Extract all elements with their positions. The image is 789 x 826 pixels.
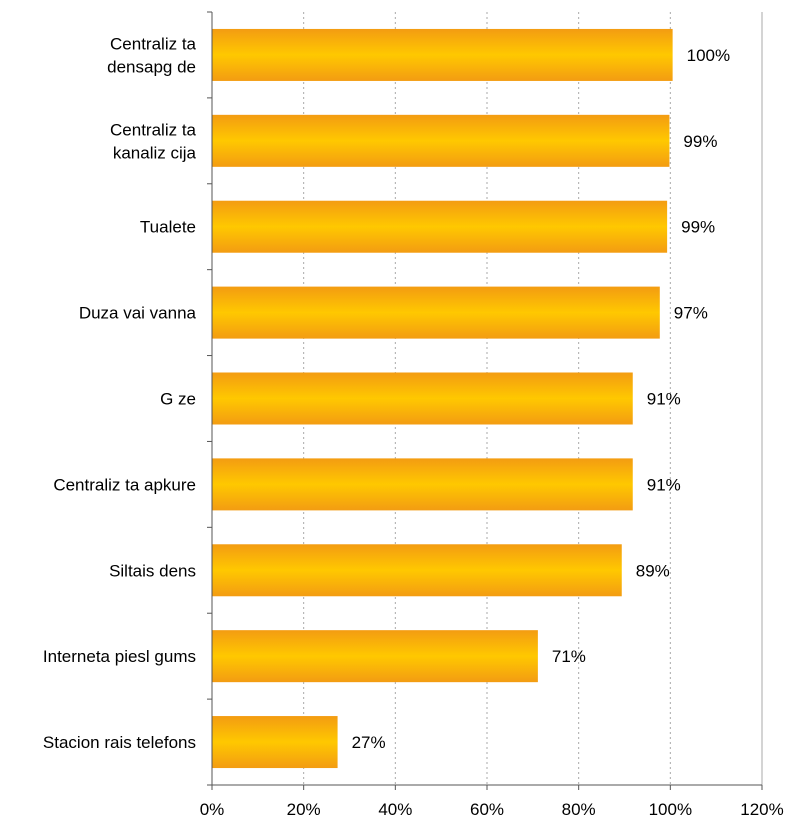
value-labels: 100% 99% 99% 97% 91% 91% 89% 71% 27% — [352, 46, 731, 752]
value-label-8: 71% — [552, 647, 586, 666]
bar-7 — [212, 544, 622, 597]
category-label-line: Centraliz ta — [110, 34, 197, 53]
x-tick-labels: 0% 20% 40% 60% 80% 100% 120% — [200, 800, 784, 819]
category-label-line: Centraliz ta apkure — [53, 475, 196, 494]
category-label-7: Siltais dens — [109, 561, 196, 580]
value-label-2: 99% — [683, 132, 717, 151]
category-label-line: G ze — [160, 390, 196, 409]
category-label-6: Centraliz ta apkure — [53, 475, 196, 494]
bar-6 — [212, 458, 633, 511]
category-label-5: G ze — [160, 390, 196, 409]
category-label-line: Tualete — [140, 218, 196, 237]
category-label-line: Interneta piesl gums — [43, 647, 196, 666]
bars — [212, 28, 673, 769]
value-label-4: 97% — [674, 304, 708, 323]
x-tick-label-80: 80% — [562, 800, 596, 819]
bar-2 — [212, 114, 670, 167]
category-label-line: Centraliz ta — [110, 120, 197, 139]
x-tick-label-120: 120% — [740, 800, 783, 819]
value-label-1: 100% — [687, 46, 730, 65]
category-label-line: Siltais dens — [109, 561, 196, 580]
category-label-9: Stacion rais telefons — [43, 733, 196, 752]
category-labels: Centraliz ta densapg de Centraliz ta kanali… — [43, 34, 197, 752]
value-label-3: 99% — [681, 218, 715, 237]
x-tick-label-20: 20% — [287, 800, 321, 819]
value-label-6: 91% — [647, 475, 681, 494]
category-label-1: Centraliz ta densapg de — [107, 34, 196, 76]
category-label-line: densapg de — [107, 57, 196, 76]
category-label-line: kanaliz cija — [113, 143, 197, 162]
category-label-4: Duza vai vanna — [79, 304, 197, 323]
category-label-line: Stacion rais telefons — [43, 733, 196, 752]
value-label-7: 89% — [636, 561, 670, 580]
x-tick-label-60: 60% — [470, 800, 504, 819]
bar-5 — [212, 372, 633, 425]
category-label-8: Interneta piesl gums — [43, 647, 196, 666]
value-label-9: 27% — [352, 733, 386, 752]
category-label-3: Tualete — [140, 218, 196, 237]
x-tick-label-100: 100% — [649, 800, 692, 819]
x-tick-label-40: 40% — [378, 800, 412, 819]
axes — [207, 11, 763, 790]
x-tick-label-0: 0% — [200, 800, 225, 819]
bar-3 — [212, 200, 668, 253]
bar-8 — [212, 630, 538, 683]
value-label-5: 91% — [647, 390, 681, 409]
bar-4 — [212, 286, 660, 339]
category-label-line: Duza vai vanna — [79, 304, 197, 323]
bar-1 — [212, 28, 673, 81]
bar-9 — [212, 716, 338, 769]
category-label-2: Centraliz ta kanaliz cija — [110, 120, 197, 162]
